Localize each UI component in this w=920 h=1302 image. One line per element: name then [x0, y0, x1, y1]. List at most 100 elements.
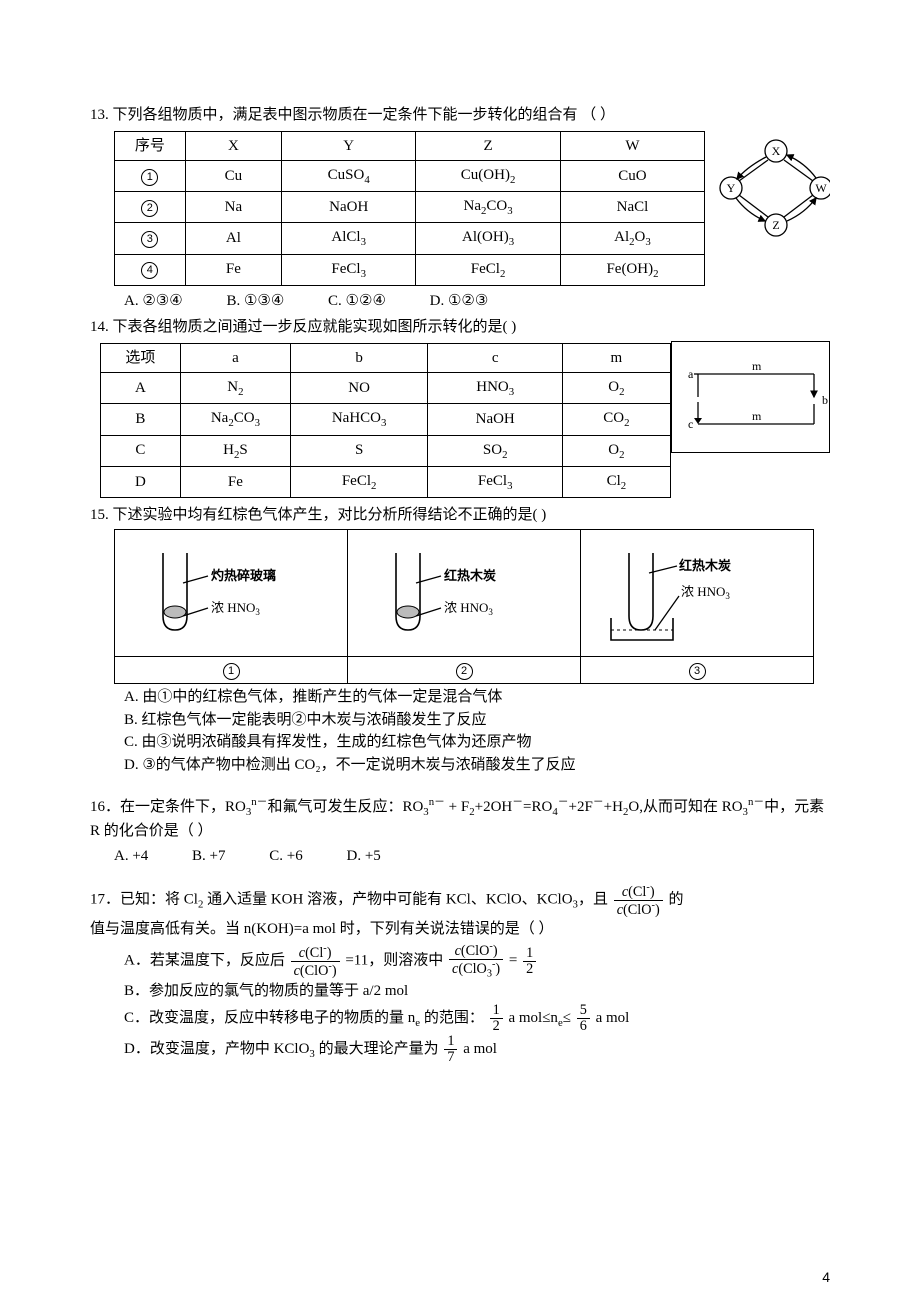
q13-cycle-diagram: X Y Z W: [711, 133, 830, 243]
q13-r0-n: 1: [141, 169, 158, 186]
q13-r0-w: CuO: [560, 161, 704, 192]
svg-text:灼热碎玻璃: 灼热碎玻璃: [211, 568, 276, 583]
q14-table: 选项 a b c m AN2NOHNO3O2 BNa2CO3NaHCO3NaOH…: [100, 343, 671, 498]
q15-n3: 3: [581, 656, 814, 684]
q14-C-b: S: [291, 435, 428, 466]
q14-D-m: Cl2: [563, 466, 670, 497]
q15-fig1: 灼热碎玻璃 浓 HNO3: [115, 529, 348, 656]
q13-stem: 13. 下列各组物质中，满足表中图示物质在一定条件下能一步转化的组合有 （ ）: [90, 104, 830, 127]
q14-C-o: C: [101, 435, 181, 466]
q17-B: B．参加反应的氯气的物质的量等于 a/2 mol: [124, 980, 830, 1003]
q14-A-m: O2: [563, 373, 670, 404]
q17-D: D．改变温度，产物中 KClO3 的最大理论产量为 17 a mol: [124, 1034, 830, 1065]
q16-stem: 16．在一定条件下，RO3n－和氟气可发生反应：RO3n－ + F2+2OH－=…: [90, 794, 830, 843]
q14-stem: 14. 下表各组物质之间通过一步反应就能实现如图所示转化的是( ): [90, 316, 830, 339]
svg-text:浓 HNO3: 浓 HNO3: [681, 584, 730, 601]
q14-h4: m: [563, 343, 670, 373]
q13-h0: 序号: [115, 131, 186, 161]
q15-stem: 15. 下述实验中均有红棕色气体产生，对比分析所得结论不正确的是( ): [90, 504, 830, 527]
q13-r0-z: Cu(OH)2: [416, 161, 561, 192]
q15-D: D. ③的气体产物中检测出 CO₂，不一定说明木炭与浓硝酸发生了反应: [124, 754, 830, 777]
svg-text:红热木炭: 红热木炭: [679, 558, 731, 573]
q14-B-o: B: [101, 404, 181, 435]
q16-A: A. +4: [114, 845, 148, 868]
q14-A-b: NO: [291, 373, 428, 404]
q17-A: A．若某温度下，反应后 c(Cl-)c(ClO-) =11，则溶液中 c(ClO…: [124, 942, 830, 980]
svg-text:b: b: [822, 393, 828, 407]
svg-text:Z: Z: [772, 218, 779, 232]
q14-C-a: H2S: [180, 435, 290, 466]
q14-h0: 选项: [101, 343, 181, 373]
q14-A-c: HNO3: [428, 373, 563, 404]
q13-A: A. ②③④: [124, 290, 183, 313]
q14-h2: b: [291, 343, 428, 373]
q14-B-m: CO2: [563, 404, 670, 435]
q13-r3-y: FeCl3: [282, 254, 416, 285]
q14-A-o: A: [101, 373, 181, 404]
svg-text:c: c: [688, 417, 693, 431]
q14-D-c: FeCl3: [428, 466, 563, 497]
q13-r1-n: 2: [141, 200, 158, 217]
q13-r3-w: Fe(OH)2: [560, 254, 704, 285]
q14-B-b: NaHCO3: [291, 404, 428, 435]
q15-fig3: 红热木炭 浓 HNO3: [581, 529, 814, 656]
q14-C-c: SO2: [428, 435, 563, 466]
q14-D-a: Fe: [180, 466, 290, 497]
svg-text:m: m: [752, 409, 762, 423]
q13-r2-z: Al(OH)3: [416, 223, 561, 254]
svg-text:a: a: [688, 367, 694, 381]
q13-r1-y: NaOH: [282, 192, 416, 223]
q16-B: B. +7: [192, 845, 225, 868]
q13-r2-x: Al: [185, 223, 281, 254]
q15-A: A. 由①中的红棕色气体，推断产生的气体一定是混合气体: [124, 686, 830, 709]
q13-r0-x: Cu: [185, 161, 281, 192]
q13-h1: X: [185, 131, 281, 161]
q13-r2-n: 3: [141, 231, 158, 248]
q13-r0-y: CuSO4: [282, 161, 416, 192]
q13-D: D. ①②③: [430, 290, 489, 313]
q13-h4: W: [560, 131, 704, 161]
q13-h2: Y: [282, 131, 416, 161]
q14-D-b: FeCl2: [291, 466, 428, 497]
q13-r1-x: Na: [185, 192, 281, 223]
svg-text:红热木炭: 红热木炭: [444, 568, 496, 583]
svg-text:浓 HNO3: 浓 HNO3: [444, 600, 493, 617]
q13-r1-z: Na2CO3: [416, 192, 561, 223]
q13-options: A. ②③④ B. ①③④ C. ①②④ D. ①②③: [124, 290, 830, 313]
q13-r3-n: 4: [141, 262, 158, 279]
q13-r1-w: NaCl: [560, 192, 704, 223]
q14-D-o: D: [101, 466, 181, 497]
q14-h3: c: [428, 343, 563, 373]
q13-h3: Z: [416, 131, 561, 161]
svg-text:X: X: [772, 144, 781, 158]
q17-stem: 17．已知：将 Cl2 通入适量 KOH 溶液，产物中可能有 KCl、KClO、…: [90, 883, 830, 940]
q13-table: 序号 X Y Z W 1 Cu CuSO4 Cu(OH)2 CuO 2 Na N…: [114, 131, 705, 286]
q15-n2: 2: [348, 656, 581, 684]
svg-text:浓 HNO3: 浓 HNO3: [211, 600, 260, 617]
q17-C: C．改变温度，反应中转移电子的物质的量 ne 的范围： 12 a mol≤ne≤…: [124, 1003, 830, 1034]
q15-C: C. 由③说明浓硝酸具有挥发性，生成的红棕色气体为还原产物: [124, 731, 830, 754]
q16-D: D. +5: [346, 845, 380, 868]
q16-options: A. +4 B. +7 C. +6 D. +5: [114, 845, 830, 868]
q14-B-c: NaOH: [428, 404, 563, 435]
q14-C-m: O2: [563, 435, 670, 466]
q15-B: B. 红棕色气体一定能表明②中木炭与浓硝酸发生了反应: [124, 709, 830, 732]
q13-r2-w: Al2O3: [560, 223, 704, 254]
page-number: 4: [822, 1267, 830, 1288]
q15-fig2: 红热木炭 浓 HNO3: [348, 529, 581, 656]
q14-diagram: a b c m m: [671, 341, 830, 453]
q16-C: C. +6: [269, 845, 302, 868]
q13-r3-x: Fe: [185, 254, 281, 285]
q13-r3-z: FeCl2: [416, 254, 561, 285]
q14-h1: a: [180, 343, 290, 373]
svg-text:Y: Y: [727, 181, 736, 195]
svg-text:W: W: [815, 181, 827, 195]
q13-B: B. ①③④: [226, 290, 284, 313]
q13-r2-y: AlCl3: [282, 223, 416, 254]
q13-C: C. ①②④: [328, 290, 386, 313]
svg-text:m: m: [752, 359, 762, 373]
q15-n1: 1: [115, 656, 348, 684]
q14-B-a: Na2CO3: [180, 404, 290, 435]
q14-A-a: N2: [180, 373, 290, 404]
q15-table: 灼热碎玻璃 浓 HNO3 红热木炭 浓 HNO3 红热木炭 浓 HNO3 1 2…: [114, 529, 814, 685]
